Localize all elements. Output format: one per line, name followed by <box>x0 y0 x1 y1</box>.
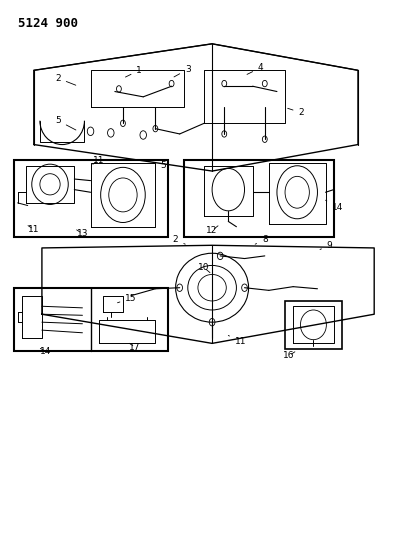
Text: 11: 11 <box>28 225 40 234</box>
Text: 5: 5 <box>155 161 166 171</box>
Text: 2: 2 <box>55 74 76 85</box>
Text: 10: 10 <box>198 263 210 273</box>
Text: 2: 2 <box>288 108 304 117</box>
Text: 12: 12 <box>206 226 218 235</box>
Text: 14: 14 <box>326 200 344 212</box>
Text: 8: 8 <box>255 236 268 245</box>
Text: 5: 5 <box>55 116 76 130</box>
Text: 2: 2 <box>173 236 185 245</box>
Text: 16: 16 <box>283 351 295 360</box>
Bar <box>285 301 342 349</box>
Text: 17: 17 <box>129 343 141 352</box>
Text: 3: 3 <box>174 64 191 77</box>
Text: 15: 15 <box>118 294 137 303</box>
Bar <box>13 160 168 237</box>
Bar <box>184 160 334 237</box>
Text: 13: 13 <box>77 229 88 238</box>
Text: 5124 900: 5124 900 <box>18 17 78 30</box>
Text: 9: 9 <box>320 241 333 250</box>
Text: 4: 4 <box>247 63 264 75</box>
Text: 1: 1 <box>125 66 142 77</box>
Text: 11: 11 <box>228 335 246 346</box>
Text: 14: 14 <box>40 347 52 356</box>
Bar <box>13 288 168 351</box>
Text: 11: 11 <box>93 156 104 165</box>
